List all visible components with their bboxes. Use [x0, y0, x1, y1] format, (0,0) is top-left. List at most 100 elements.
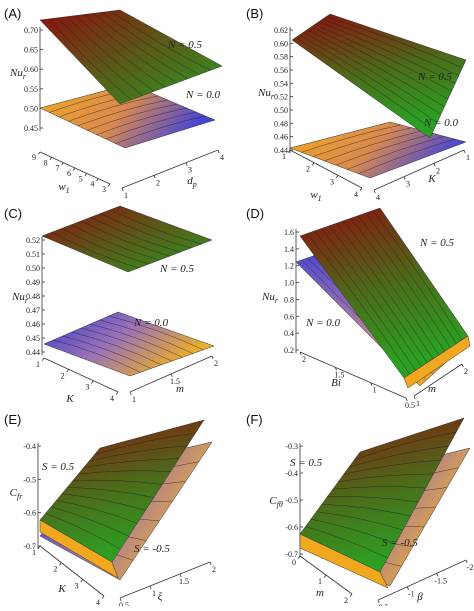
y-axis-label: 0.5 — [119, 601, 129, 606]
panel-label: (C) — [4, 206, 22, 221]
y-axis-mark — [217, 149, 220, 154]
surface-n05-contour — [93, 13, 189, 79]
surface-n00-contour — [71, 331, 162, 366]
surface-n05-contour — [326, 16, 463, 69]
y-axis-mark — [403, 176, 406, 180]
z-axis-label: Nur — [11, 291, 29, 305]
y-axis-mark — [121, 187, 124, 192]
x-axis-label: 5 — [79, 174, 83, 183]
panel-c: (C) 0.52 0.51 0.50 0.49 0.48 0.47 0.46 0.45 0.44 N… — [4, 205, 218, 405]
surface-s05-contour — [94, 432, 196, 455]
series-label: N = 0.5 — [159, 263, 195, 275]
x-axis-mark — [107, 183, 111, 187]
y-axis-label: m — [428, 383, 436, 395]
surface-s-05-edge — [39, 519, 119, 579]
y-axis-label: -1.5 — [434, 576, 447, 585]
series-label: N = 0.5 — [417, 71, 453, 83]
y-axis-label: 1 — [416, 399, 420, 408]
x-axis-label: w1 — [310, 189, 321, 203]
surface-s05-contour — [343, 459, 442, 475]
y-axis-mark — [461, 363, 464, 368]
y-axis-label: m — [176, 383, 184, 395]
series-label: S = 0.5 — [290, 457, 323, 469]
y-axis-label: 2 — [156, 178, 160, 187]
surface-n05-contour — [84, 14, 177, 84]
surface-s05-contour — [310, 518, 396, 545]
x-axis-mark — [334, 367, 337, 371]
y-axis-label: 1.5 — [170, 377, 180, 386]
z-axis-label: 0.60 — [274, 39, 288, 48]
surface-n05-contour — [48, 18, 132, 100]
surface-s05-contour — [72, 479, 163, 485]
z-axis-label: 0.8 — [284, 295, 294, 304]
panel-label: (D) — [246, 206, 264, 221]
z-axis-label: 0.54 — [274, 79, 288, 88]
z-axis-label: 0.70 — [24, 26, 38, 35]
x-axis-mark — [66, 369, 69, 373]
x-axis-label: K — [65, 393, 74, 405]
y-axis-line — [377, 559, 467, 601]
surface-n00-contour — [301, 124, 401, 153]
y-axis-label: 2 — [212, 565, 216, 574]
surface-s05-contour — [45, 513, 121, 550]
y-axis-mark — [436, 573, 439, 577]
z-axis-label: -0.5 — [285, 496, 298, 505]
x-axis-label: 2 — [53, 565, 57, 574]
surface-n00-contour — [77, 99, 168, 127]
x-axis-label: 1 — [373, 386, 377, 395]
panel-b: (B) 0.62 0.60 0.58 0.56 0.54 0.52 0.50 0.48 0.46 0… — [246, 6, 470, 203]
x-axis-label: 2 — [344, 596, 348, 605]
surface-n05-contour — [365, 212, 457, 344]
x-axis-mark — [80, 579, 83, 583]
surface-n00 — [43, 311, 215, 377]
y-axis-label: K — [427, 173, 436, 185]
x-axis-label: 2 — [306, 165, 310, 174]
x-axis-mark — [91, 380, 94, 384]
z-axis-label: 0.52 — [274, 93, 288, 102]
surface-s05-contour — [338, 473, 434, 483]
y-axis-label: 2 — [214, 359, 218, 368]
surface-n05 — [291, 13, 467, 139]
y-axis-mark — [373, 189, 376, 194]
z-axis-label: -0.5 — [23, 475, 36, 484]
surface-n05-contour — [318, 21, 456, 84]
y-axis-label: -1 — [408, 590, 415, 599]
y-axis-mark — [153, 175, 156, 179]
surface-n00-contour — [347, 136, 445, 170]
y-axis-mark — [406, 586, 409, 590]
surface-n05-contour — [307, 29, 445, 108]
surface-n05-contour — [66, 16, 155, 92]
x-axis-label: 2 — [302, 355, 306, 364]
x-axis-label: 4 — [90, 180, 94, 189]
panel-f: (F)-0.3-0.4-0.5-0.6-0.7Cfθ012-0.5-1-1.5-… — [246, 412, 473, 611]
y-axis-line — [413, 363, 463, 397]
surface-s05-contour — [56, 500, 138, 524]
y-axis-line — [119, 561, 211, 599]
y-axis-mark — [465, 559, 468, 564]
x-axis-mark — [37, 151, 41, 155]
surface-n00-contour — [324, 130, 423, 162]
x-axis-label: 7 — [55, 164, 59, 173]
z-axis-label: -0.7 — [23, 542, 36, 551]
surface-s05-contour — [67, 487, 154, 498]
surface-n05-contour — [322, 18, 459, 76]
y-axis-mark — [179, 573, 182, 578]
surface-s05-contour — [321, 503, 411, 517]
surface-s05-contour — [316, 511, 403, 531]
z-axis-label: 0.6 — [284, 312, 294, 321]
z-axis-label: -0.7 — [285, 550, 298, 559]
y-axis-mark — [119, 597, 122, 602]
z-axis-label: 0.46 — [26, 320, 40, 329]
z-axis-label: -0.3 — [285, 442, 298, 451]
z-axis-label: 0.46 — [274, 133, 288, 142]
z-axis-label: 1.2 — [284, 262, 294, 271]
y-axis-label: β — [416, 591, 423, 603]
panel-label: (E) — [4, 412, 21, 427]
y-axis-mark — [185, 162, 188, 166]
z-axis-label: -0.4 — [23, 442, 36, 451]
y-axis-mark — [463, 149, 466, 154]
panel-a: (A)0.700.650.600.550.500.45Nur9876543123… — [4, 6, 224, 200]
x-axis-label: 3 — [102, 185, 106, 194]
surface-n05-contour — [110, 209, 202, 245]
